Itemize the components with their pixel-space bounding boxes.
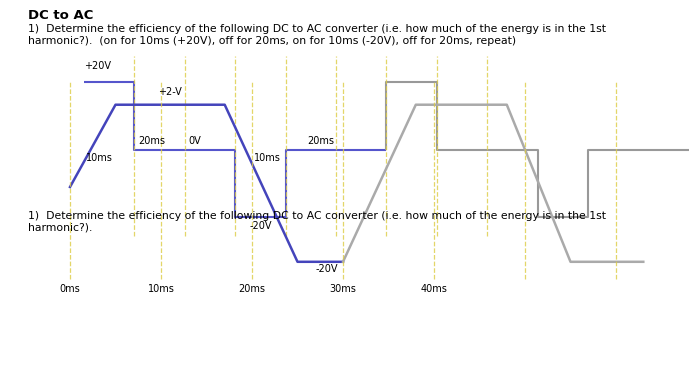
Text: 10ms: 10ms: [148, 284, 174, 294]
Text: harmonic?).: harmonic?).: [28, 223, 92, 233]
Text: DC to AC: DC to AC: [28, 9, 93, 22]
Text: 0ms: 0ms: [60, 284, 80, 294]
Text: 40ms: 40ms: [421, 284, 447, 294]
Text: 1)  Determine the efficiency of the following DC to AC converter (i.e. how much : 1) Determine the efficiency of the follo…: [28, 211, 606, 221]
Text: -20V: -20V: [316, 264, 338, 274]
Text: 10ms: 10ms: [254, 153, 281, 163]
Text: 10ms: 10ms: [85, 153, 113, 163]
Text: 20ms: 20ms: [138, 136, 165, 146]
Text: 30ms: 30ms: [330, 284, 356, 294]
Text: -20V: -20V: [249, 221, 272, 231]
Text: 20ms: 20ms: [239, 284, 265, 294]
Text: harmonic?).  (on for 10ms (+20V), off for 20ms, on for 10ms (-20V), off for 20ms: harmonic?). (on for 10ms (+20V), off for…: [28, 36, 516, 46]
Text: +20V: +20V: [84, 61, 111, 71]
Text: 0V: 0V: [188, 136, 202, 146]
Text: +2-V: +2-V: [158, 87, 182, 97]
Text: 20ms: 20ms: [307, 136, 335, 146]
Text: 1)  Determine the efficiency of the following DC to AC converter (i.e. how much : 1) Determine the efficiency of the follo…: [28, 24, 606, 34]
